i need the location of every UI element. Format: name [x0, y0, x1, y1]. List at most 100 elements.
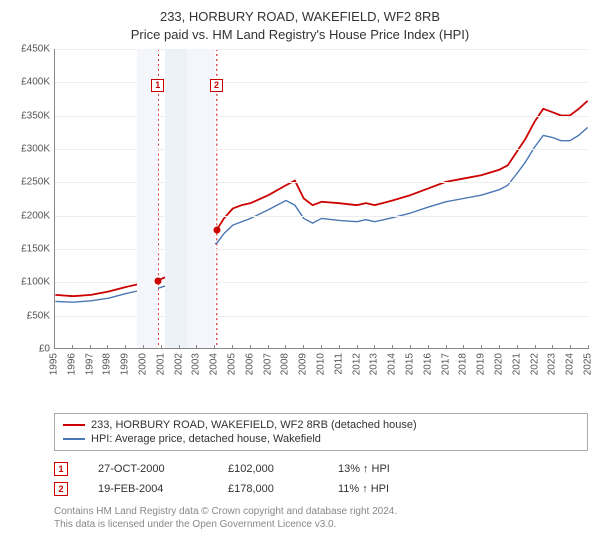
y-tick-label: £50K [27, 310, 50, 321]
x-tick-label: 2015 [405, 353, 416, 375]
x-tick-mark [285, 345, 286, 349]
y-tick-label: £400K [21, 77, 50, 88]
x-tick-label: 1996 [66, 353, 77, 375]
x-tick-label: 2023 [547, 353, 558, 375]
series-line [55, 101, 587, 296]
chart-lines [55, 49, 588, 348]
chart-marker-box: 2 [210, 79, 223, 92]
x-tick-mark [392, 345, 393, 349]
y-axis: £0£50K£100K£150K£200K£250K£300K£350K£400… [12, 49, 54, 349]
x-tick-label: 2006 [244, 353, 255, 375]
gridline [55, 249, 588, 250]
x-tick-mark [517, 345, 518, 349]
highlight-band [137, 49, 158, 348]
marker-box: 1 [54, 462, 68, 476]
x-tick-label: 2002 [173, 353, 184, 375]
x-tick-label: 2024 [565, 353, 576, 375]
legend: 233, HORBURY ROAD, WAKEFIELD, WF2 8RB (d… [54, 413, 588, 451]
marker-table: 127-OCT-2000£102,00013%↑HPI219-FEB-2004£… [54, 459, 588, 499]
gridline [55, 182, 588, 183]
legend-swatch [63, 424, 85, 426]
x-tick-mark [125, 345, 126, 349]
y-tick-label: £250K [21, 177, 50, 188]
x-tick-mark [357, 345, 358, 349]
highlight-band [165, 49, 186, 348]
x-tick-label: 1998 [102, 353, 113, 375]
marker-delta: 13%↑HPI [338, 463, 390, 475]
footer-line1: Contains HM Land Registry data © Crown c… [54, 505, 588, 518]
x-tick-label: 2022 [529, 353, 540, 375]
x-tick-mark [588, 345, 589, 349]
x-tick-label: 2008 [280, 353, 291, 375]
y-tick-label: £450K [21, 44, 50, 55]
x-tick-mark [428, 345, 429, 349]
y-tick-label: £150K [21, 244, 50, 255]
gridline [55, 282, 588, 283]
marker-row: 219-FEB-2004£178,00011%↑HPI [54, 479, 588, 499]
highlight-band [187, 49, 215, 348]
x-tick-mark [143, 345, 144, 349]
x-tick-mark [107, 345, 108, 349]
legend-swatch [63, 438, 85, 440]
x-tick-label: 1999 [120, 353, 131, 375]
y-tick-label: £100K [21, 277, 50, 288]
y-tick-label: £200K [21, 210, 50, 221]
x-tick-mark [268, 345, 269, 349]
arrow-up-icon: ↑ [362, 483, 368, 495]
y-tick-label: £350K [21, 110, 50, 121]
x-tick-mark [463, 345, 464, 349]
arrow-up-icon: ↑ [363, 463, 369, 475]
x-tick-label: 2025 [583, 353, 594, 375]
x-tick-mark [481, 345, 482, 349]
x-tick-mark [446, 345, 447, 349]
x-tick-label: 1997 [84, 353, 95, 375]
gridline [55, 49, 588, 50]
gridline [55, 149, 588, 150]
marker-price: £178,000 [228, 483, 308, 495]
x-tick-label: 2010 [316, 353, 327, 375]
x-tick-mark [552, 345, 553, 349]
x-tick-label: 2011 [333, 353, 344, 375]
x-tick-mark [374, 345, 375, 349]
data-dot [213, 227, 220, 234]
x-tick-mark [321, 345, 322, 349]
y-tick-label: £300K [21, 144, 50, 155]
footer: Contains HM Land Registry data © Crown c… [54, 505, 588, 531]
x-tick-label: 1995 [49, 353, 60, 375]
data-dot [155, 278, 162, 285]
x-tick-label: 2001 [155, 353, 166, 375]
x-tick-mark [179, 345, 180, 349]
x-tick-mark [499, 345, 500, 349]
footer-line2: This data is licensed under the Open Gov… [54, 518, 588, 531]
marker-row: 127-OCT-2000£102,00013%↑HPI [54, 459, 588, 479]
x-tick-label: 2003 [191, 353, 202, 375]
plot: 12 [54, 49, 588, 349]
legend-row: HPI: Average price, detached house, Wake… [63, 432, 579, 446]
gridline [55, 82, 588, 83]
gridline [55, 216, 588, 217]
legend-row: 233, HORBURY ROAD, WAKEFIELD, WF2 8RB (d… [63, 418, 579, 432]
x-tick-mark [161, 345, 162, 349]
x-tick-label: 2000 [138, 353, 149, 375]
chart-area: £0£50K£100K£150K£200K£250K£300K£350K£400… [12, 49, 588, 379]
x-tick-mark [232, 345, 233, 349]
chart-title: 233, HORBURY ROAD, WAKEFIELD, WF2 8RB Pr… [12, 8, 588, 43]
x-tick-mark [90, 345, 91, 349]
x-tick-mark [214, 345, 215, 349]
chart-marker-box: 1 [151, 79, 164, 92]
x-tick-label: 2017 [440, 353, 451, 375]
x-tick-mark [196, 345, 197, 349]
title-line2: Price paid vs. HM Land Registry's House … [12, 26, 588, 44]
marker-date: 19-FEB-2004 [98, 483, 198, 495]
legend-label: 233, HORBURY ROAD, WAKEFIELD, WF2 8RB (d… [91, 419, 417, 431]
title-line1: 233, HORBURY ROAD, WAKEFIELD, WF2 8RB [12, 8, 588, 26]
x-tick-label: 2021 [511, 353, 522, 375]
x-tick-mark [339, 345, 340, 349]
x-tick-mark [72, 345, 73, 349]
x-tick-label: 2013 [369, 353, 380, 375]
x-axis: 1995199619971998199920002001200220032004… [54, 349, 588, 379]
x-tick-mark [535, 345, 536, 349]
gridline [55, 316, 588, 317]
x-tick-mark [410, 345, 411, 349]
x-tick-label: 2004 [209, 353, 220, 375]
